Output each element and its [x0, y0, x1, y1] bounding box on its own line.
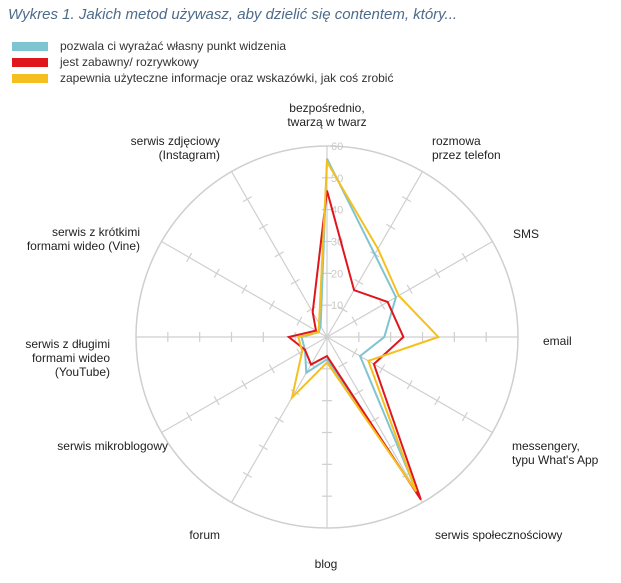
axis-tick — [274, 251, 284, 258]
axis-tick — [242, 471, 253, 478]
axis-tick — [461, 252, 468, 263]
category-label: blog — [315, 557, 338, 571]
category-label-line: serwis zdjęciowy — [131, 134, 220, 148]
axis-tick — [338, 361, 348, 368]
chart-title: Wykres 1. Jakich metod używasz, aby dzie… — [8, 6, 458, 23]
axis-tick — [241, 284, 248, 294]
category-label: messengery, typu What's App — [512, 439, 599, 467]
axis-tick — [290, 389, 300, 396]
legend-swatch — [12, 57, 48, 67]
category-label: serwis mikroblogowy — [57, 439, 168, 453]
axis-tick — [351, 316, 358, 326]
category-label-line: typu What's App — [512, 453, 599, 467]
axis-tick — [290, 278, 300, 285]
axis-tick — [434, 268, 441, 278]
category-label-line: bezpośrednio, — [289, 101, 364, 115]
legend-item-2: zapewnia użyteczne informacje oraz wskaz… — [12, 71, 393, 85]
axis-tick — [434, 396, 441, 406]
axis-tick — [338, 306, 348, 313]
axis-tick — [406, 380, 413, 390]
category-label-line: serwis z długimi — [25, 337, 110, 351]
legend-item-0: pozwala ci wyrażać własny punkt widzenia — [12, 39, 286, 53]
category-label-line: przez telefon — [432, 148, 501, 162]
axis-tick — [186, 411, 193, 422]
category-label: SMS — [513, 227, 539, 241]
legend-item-1: jest zabawny/ rozrywkowy — [12, 55, 199, 69]
axis-tick — [268, 300, 275, 310]
category-label: email — [543, 334, 572, 348]
tick-label: 20 — [331, 268, 343, 280]
axis-tick — [386, 223, 396, 230]
category-label-line: blog — [315, 557, 338, 571]
axis-tick — [186, 252, 193, 263]
tick-label: 60 — [331, 141, 343, 153]
category-label-line: formami wideo (Vine) — [27, 239, 140, 253]
category-label: forum — [189, 528, 220, 542]
axis-tick — [241, 380, 248, 390]
series-line-2 — [290, 158, 441, 492]
category-label-line: (Instagram) — [159, 148, 220, 162]
legend-swatch — [12, 73, 48, 83]
axis-tick — [354, 389, 364, 396]
legend-swatch — [12, 41, 48, 51]
axis-tick — [274, 416, 284, 423]
axis-tick — [379, 300, 386, 310]
category-label-line: email — [543, 334, 572, 348]
axis-tick — [461, 411, 468, 422]
axis-tick — [258, 223, 268, 230]
axis-tick — [370, 416, 380, 423]
category-label-line: SMS — [513, 227, 539, 241]
tick-label: 10 — [331, 300, 343, 312]
category-label-line: rozmowa — [432, 134, 481, 148]
legend-label: zapewnia użyteczne informacje oraz wskaz… — [60, 71, 394, 85]
legend-label: jest zabawny/ rozrywkowy — [60, 55, 199, 69]
axis-tick — [351, 348, 358, 358]
category-label: serwis z długimi formami wideo (YouTube) — [25, 337, 110, 379]
category-label: serwis społecznościowy — [435, 528, 562, 542]
category-label: serwis zdjęciowy (Instagram) — [131, 134, 220, 162]
category-label-line: formami wideo — [32, 351, 110, 365]
axis-tick — [268, 364, 275, 374]
category-label: rozmowa przez telefon — [432, 134, 501, 162]
category-label-line: messengery, — [512, 439, 580, 453]
category-label-line: serwis mikroblogowy — [57, 439, 168, 453]
category-label-line: serwis społecznościowy — [435, 528, 562, 542]
axis-tick — [242, 196, 253, 203]
category-label: serwis z krótkimi formami wideo (Vine) — [27, 225, 140, 253]
axis-tick — [213, 396, 220, 406]
axis-tick — [354, 278, 364, 285]
axis-tick — [258, 444, 268, 451]
axis-tick — [296, 316, 303, 326]
axis-tick — [379, 364, 386, 374]
axis-tick — [213, 268, 220, 278]
axis-tick — [406, 284, 413, 294]
category-label: bezpośrednio, twarzą w twarz — [287, 101, 366, 129]
category-label-line: forum — [189, 528, 220, 542]
category-label-line: serwis z krótkimi — [52, 225, 140, 239]
category-label-line: twarzą w twarz — [287, 115, 366, 129]
category-label-line: (YouTube) — [55, 365, 110, 379]
legend-label: pozwala ci wyrażać własny punkt widzenia — [60, 39, 287, 53]
axis-tick — [401, 196, 412, 203]
